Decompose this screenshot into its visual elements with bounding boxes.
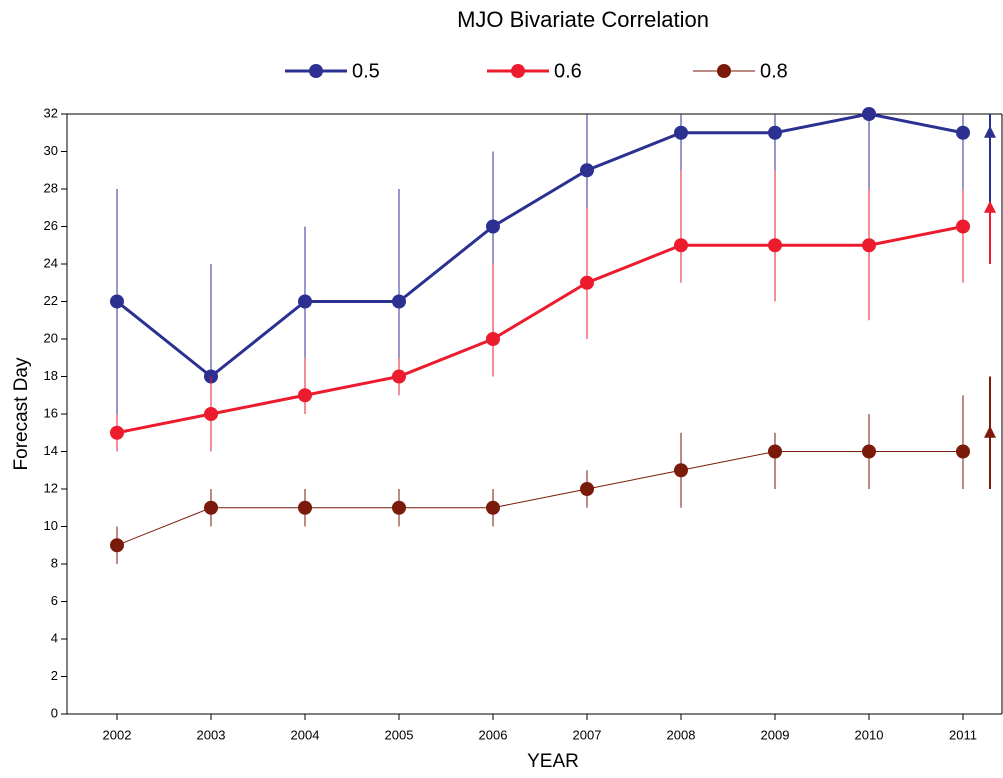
y-tick-label: 2 [51, 668, 58, 683]
y-tick-label: 28 [44, 180, 58, 195]
series-line [116, 112, 964, 379]
x-tick-label: 2003 [197, 727, 226, 742]
x-tick-label: 2010 [855, 727, 884, 742]
y-tick-label: 14 [44, 443, 58, 458]
point [204, 407, 218, 421]
x-tick-label: 2009 [761, 727, 790, 742]
y-tick-label: 8 [51, 555, 58, 570]
x-tick-label: 2005 [385, 727, 414, 742]
x-axis-label: YEAR [527, 751, 579, 772]
legend-label: 0.6 [554, 60, 582, 82]
y-axis-label: Forecast Day [11, 357, 32, 470]
point [110, 538, 124, 553]
point [580, 482, 594, 496]
point [392, 500, 406, 515]
x-tick-label: 2004 [291, 727, 320, 742]
point [956, 444, 970, 459]
point [862, 107, 876, 121]
point [580, 275, 594, 290]
y-tick-label: 4 [51, 630, 58, 645]
point [486, 332, 500, 346]
y-tick-label: 32 [44, 105, 58, 120]
point [956, 125, 970, 140]
point [204, 500, 218, 515]
chart-title: MJO Bivariate Correlation [457, 7, 709, 32]
point [956, 219, 970, 234]
legend-marker [511, 64, 525, 78]
x-tick-label: 2002 [103, 727, 132, 742]
point [486, 500, 500, 515]
point [580, 163, 594, 178]
y-tick-label: 6 [51, 593, 58, 608]
point [110, 294, 124, 309]
y-tick-label: 12 [44, 480, 58, 495]
y-tick-label: 0 [51, 705, 58, 720]
point [298, 500, 312, 515]
x-tick-label: 2008 [667, 727, 696, 742]
point [862, 238, 876, 253]
point [674, 463, 688, 478]
point [298, 388, 312, 403]
legend-label: 0.5 [352, 60, 380, 82]
point [392, 294, 406, 309]
y-tick-label: 10 [44, 518, 58, 533]
y-tick-label: 30 [44, 143, 58, 158]
legend-label: 0.8 [760, 60, 788, 82]
x-tick-label: 2006 [479, 727, 508, 742]
point [110, 425, 124, 440]
y-tick-label: 20 [44, 330, 58, 345]
series-line [116, 451, 963, 546]
y-tick-label: 16 [44, 405, 58, 420]
summary-marker [984, 200, 996, 213]
point [768, 444, 782, 459]
legend-marker [309, 64, 323, 78]
point [674, 238, 688, 253]
legend-marker [717, 64, 731, 78]
point [768, 125, 782, 140]
point [862, 444, 876, 459]
y-tick-label: 24 [44, 255, 58, 270]
point [768, 238, 782, 253]
point [674, 125, 688, 140]
y-tick-label: 18 [44, 368, 58, 383]
series-line [116, 225, 964, 435]
y-tick-label: 26 [44, 218, 58, 233]
y-tick-label: 22 [44, 293, 58, 308]
point [486, 219, 500, 234]
summary-marker [984, 125, 996, 138]
point [298, 294, 312, 309]
summary-marker [984, 425, 996, 438]
x-tick-label: 2007 [573, 727, 602, 742]
point [392, 369, 406, 384]
x-tick-label: 2011 [949, 727, 977, 742]
